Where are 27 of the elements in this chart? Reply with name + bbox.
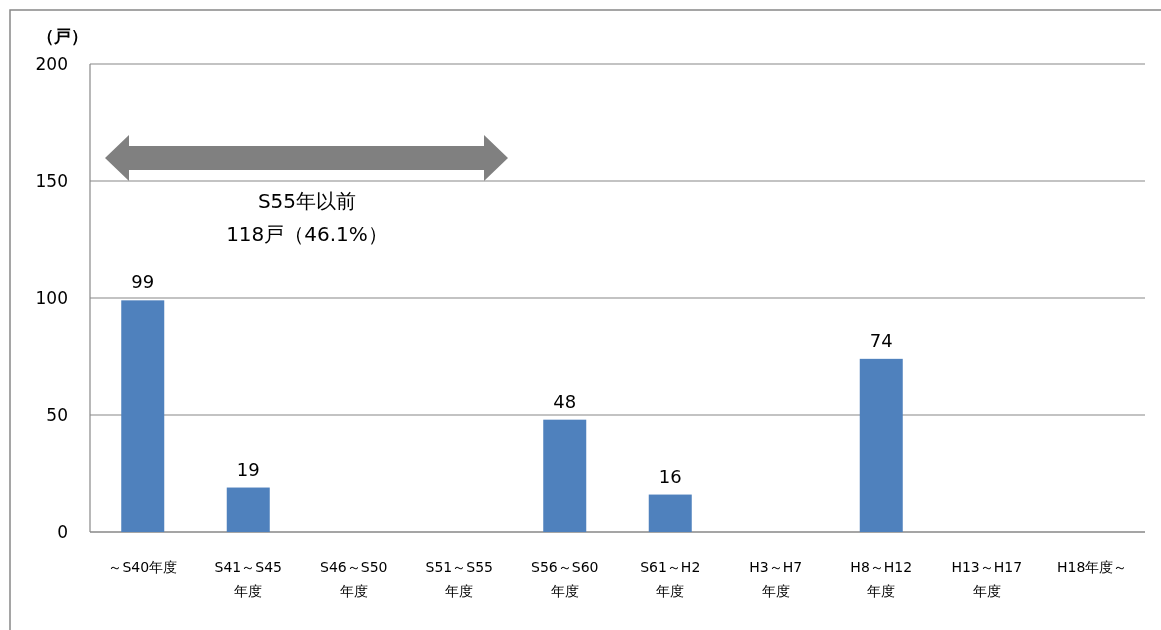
x-tick-label: S56～S60 年度 — [531, 559, 599, 599]
x-tick-label: S41～S45 年度 — [214, 559, 282, 599]
data-label: 99 — [131, 271, 155, 293]
x-tick-label: S51～S55 年度 — [425, 559, 493, 599]
x-tick-label: H18年度～ — [1057, 559, 1128, 575]
x-tick-label: H8～H12 年度 — [850, 559, 913, 599]
data-label: 48 — [553, 390, 577, 412]
data-label: 74 — [869, 329, 893, 351]
bar — [121, 300, 165, 532]
x-tick-label: H13～H17 年度 — [951, 559, 1023, 599]
y-tick-label: 200 — [35, 54, 68, 74]
x-tick-label: H3～H7 年度 — [749, 559, 803, 599]
x-tick-label: S46～S50 年度 — [320, 559, 388, 599]
bar — [226, 487, 270, 532]
bar — [648, 494, 692, 532]
bar — [859, 358, 903, 532]
y-tick-label: 50 — [46, 405, 68, 425]
bar — [543, 419, 587, 532]
annotation: S55年以前 118戸（46.1%） — [226, 189, 388, 246]
x-tick-label: ～S40年度 — [108, 559, 178, 575]
data-label: 19 — [236, 458, 260, 480]
y-tick-label: 0 — [57, 522, 68, 542]
y-axis-title: （戸） — [36, 26, 88, 46]
data-label: 16 — [658, 465, 682, 487]
y-tick-label: 150 — [35, 171, 68, 191]
y-tick-label: 100 — [35, 288, 68, 308]
x-tick-label: S61～H2 年度 — [640, 559, 701, 599]
